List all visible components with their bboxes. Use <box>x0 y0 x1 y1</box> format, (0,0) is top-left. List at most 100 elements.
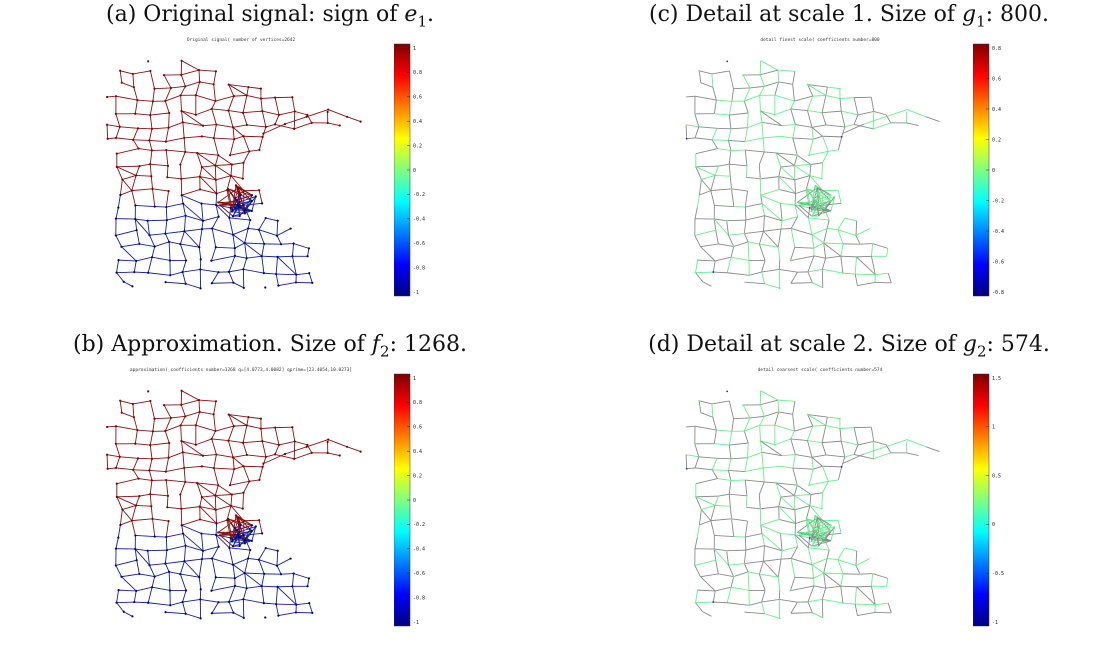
graph-vertex <box>231 538 234 541</box>
graph-edge <box>778 166 782 177</box>
graph-edge <box>165 137 185 143</box>
graph-edge <box>822 532 842 536</box>
graph-edge <box>136 504 152 507</box>
graph-edge <box>712 469 729 471</box>
graph-edge <box>131 188 153 192</box>
graph-edge <box>135 495 140 506</box>
graph-edge <box>805 175 811 191</box>
graph-edge <box>119 179 123 196</box>
graph-edge <box>226 505 232 521</box>
graph-edge <box>695 148 718 155</box>
graph-vertex <box>233 138 236 141</box>
graph-vertex <box>778 287 781 290</box>
graph-vertex <box>115 601 118 604</box>
graph-edge <box>201 203 204 221</box>
graph-edge <box>216 189 228 194</box>
graph-vertex <box>247 415 250 419</box>
graph-vertex <box>105 123 109 126</box>
graph-edge <box>731 88 734 102</box>
graph-edge <box>210 577 217 591</box>
graph-vertex <box>759 177 762 180</box>
graph-vertex <box>212 136 215 140</box>
graph-edge <box>277 256 297 276</box>
graph-edge <box>810 206 819 212</box>
graph-edge <box>713 548 729 566</box>
graph-edge <box>790 282 813 284</box>
graph-edge <box>790 271 798 284</box>
graph-edge <box>215 179 218 194</box>
graph-vertex <box>773 113 776 116</box>
graph-edge <box>166 533 184 538</box>
graph-edge <box>744 94 760 102</box>
graph-edge <box>276 565 282 575</box>
graph-edge <box>841 126 846 138</box>
graph-vertex <box>165 478 168 482</box>
graph-edge <box>748 241 760 245</box>
graph-edge <box>699 400 713 405</box>
graph-edge <box>215 165 232 177</box>
graph-edge <box>807 547 813 565</box>
graph-vertex <box>131 285 134 288</box>
graph-edge <box>731 188 748 192</box>
graph-edge <box>135 548 148 552</box>
graph-edge <box>758 231 764 245</box>
plot-a: Original signal( number of vertices=2642… <box>56 38 492 306</box>
graph-edge <box>170 85 186 89</box>
graph-edge <box>745 165 748 178</box>
graph-vertex <box>289 227 292 230</box>
graph-vertex <box>263 242 266 245</box>
graph-edge <box>745 495 748 508</box>
graph-vertex <box>775 152 777 154</box>
graph-edge <box>764 81 779 87</box>
graph-vertex <box>811 281 814 284</box>
graph-edge <box>728 164 731 177</box>
colorbar-tick-label: 1 <box>992 425 995 431</box>
graph-edge <box>716 429 732 432</box>
graph-edge <box>165 230 185 235</box>
graph-edge <box>811 228 828 236</box>
graph-vertex <box>179 572 182 576</box>
graph-edge <box>211 546 219 559</box>
graph-edge <box>694 559 716 566</box>
graph-vertex <box>310 121 313 124</box>
graph-edge <box>875 272 889 276</box>
graph-edge <box>115 207 119 219</box>
graph-vertex <box>150 479 153 482</box>
graph-vertex <box>693 442 696 445</box>
graph-edge <box>759 95 761 112</box>
graph-edge <box>760 195 763 204</box>
graph-edge <box>811 234 824 244</box>
graph-vertex <box>198 518 202 521</box>
graph-edge <box>181 110 196 116</box>
graph-edge <box>211 100 216 110</box>
graph-edge <box>745 533 763 538</box>
graph-vertex <box>748 604 751 607</box>
graph-edge <box>726 587 732 603</box>
graph-edge <box>728 233 745 236</box>
graph-edge <box>132 469 139 479</box>
graph-edge <box>731 418 734 432</box>
graph-vertex <box>242 204 245 207</box>
graph-edge <box>780 228 792 230</box>
graph-vertex <box>779 202 782 205</box>
caption-b: (b) Approximation. Size of f2: 1268. <box>73 332 467 361</box>
graph-edge <box>215 505 232 511</box>
graph-vertex <box>249 218 252 222</box>
graph-vertex <box>198 246 201 249</box>
colorbar-c: 0.80.60.40.20-0.2-0.4-0.6-0.8 <box>973 43 1004 297</box>
graph-vertex <box>148 139 151 142</box>
graph-vertex <box>233 533 237 536</box>
graph-edge <box>793 485 798 496</box>
graph-vertex <box>306 585 309 588</box>
graph-vertex <box>134 112 137 115</box>
graph-edge <box>201 533 204 551</box>
graph-edge <box>195 108 212 116</box>
graph-vertex <box>732 245 735 248</box>
graph-edge <box>887 603 892 614</box>
graph-edge <box>276 235 282 245</box>
graph-edge <box>813 534 820 538</box>
graph-vertex <box>200 202 203 205</box>
graph-edge <box>792 414 795 432</box>
graph-edge <box>744 611 765 615</box>
graph-edge <box>764 411 779 417</box>
